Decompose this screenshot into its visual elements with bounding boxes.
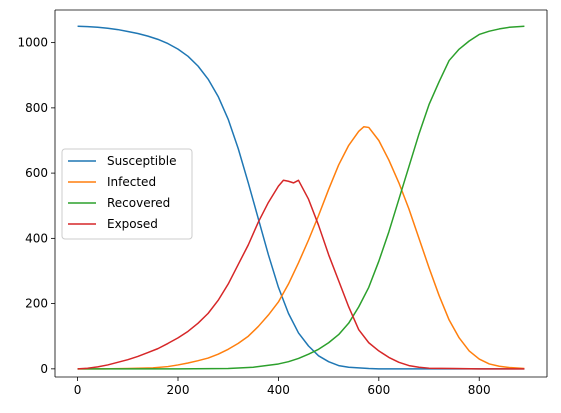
legend-label-exposed: Exposed	[107, 217, 158, 231]
series-line-recovered	[77, 25, 525, 370]
axes: 0 200 400 600 800 0 200 400 600 800 1000	[17, 9, 548, 397]
legend-label-infected: Infected	[107, 175, 156, 189]
y-tick-label: 200	[25, 297, 48, 311]
series-line-infected	[77, 126, 525, 370]
x-tick-label: 400	[267, 383, 290, 397]
y-tick-label: 400	[25, 231, 48, 245]
x-tick-label: 600	[367, 383, 390, 397]
y-tick-label: 1000	[17, 36, 48, 50]
series-line-exposed	[77, 179, 525, 370]
y-tick-label: 800	[25, 101, 48, 115]
x-tick-label: 800	[468, 383, 491, 397]
plot-area	[77, 25, 525, 370]
legend-label-recovered: Recovered	[107, 196, 170, 210]
x-tick-label: 0	[74, 383, 82, 397]
series-line-susceptible	[77, 25, 525, 370]
legend: Susceptible Infected Recovered Exposed	[61, 148, 193, 240]
legend-label-susceptible: Susceptible	[107, 154, 176, 168]
legend-box	[61, 148, 193, 240]
x-tick-label: 200	[167, 383, 190, 397]
y-tick-label: 600	[25, 166, 48, 180]
y-tick-label: 0	[40, 362, 48, 376]
